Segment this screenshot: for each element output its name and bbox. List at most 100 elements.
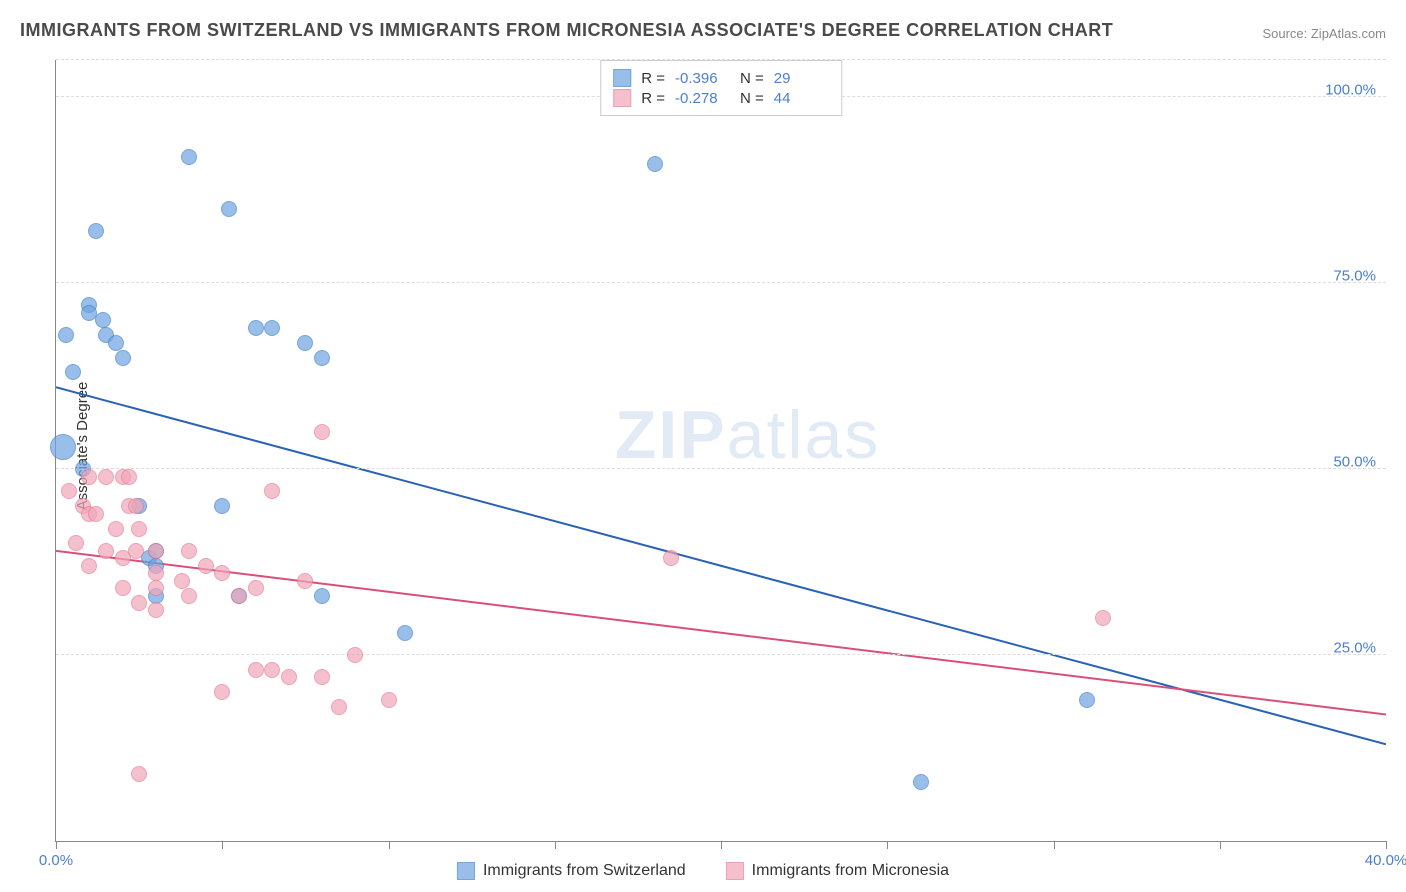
scatter-point xyxy=(397,625,413,641)
scatter-point xyxy=(121,469,137,485)
n-label: N = xyxy=(740,90,764,107)
scatter-point xyxy=(331,699,347,715)
scatter-point xyxy=(198,558,214,574)
scatter-point xyxy=(181,588,197,604)
scatter-point xyxy=(297,335,313,351)
watermark-thin: atlas xyxy=(727,397,881,473)
r-value-1: -0.278 xyxy=(675,90,730,107)
scatter-point xyxy=(148,580,164,596)
scatter-point xyxy=(131,595,147,611)
legend-stats-row: R = -0.278 N = 44 xyxy=(613,89,829,107)
scatter-point xyxy=(281,669,297,685)
x-tick xyxy=(1220,841,1221,849)
scatter-point xyxy=(68,535,84,551)
scatter-point xyxy=(95,312,111,328)
trendline xyxy=(56,551,1386,715)
r-label: R = xyxy=(641,70,665,87)
scatter-point xyxy=(214,498,230,514)
scatter-point xyxy=(264,662,280,678)
n-value-1: 44 xyxy=(774,90,829,107)
scatter-point xyxy=(347,647,363,663)
legend-bottom: Immigrants from Switzerland Immigrants f… xyxy=(457,862,949,880)
x-tick-label: 0.0% xyxy=(39,852,73,869)
x-tick xyxy=(1054,841,1055,849)
x-tick-label: 40.0% xyxy=(1365,852,1406,869)
y-tick-label: 25.0% xyxy=(1333,640,1376,657)
scatter-point xyxy=(131,766,147,782)
scatter-point xyxy=(108,521,124,537)
scatter-point xyxy=(81,469,97,485)
scatter-point xyxy=(148,602,164,618)
gridline-h xyxy=(56,468,1386,469)
scatter-point xyxy=(221,201,237,217)
watermark: ZIPatlas xyxy=(615,396,880,474)
scatter-point xyxy=(381,692,397,708)
scatter-point xyxy=(913,774,929,790)
y-tick-label: 100.0% xyxy=(1325,82,1376,99)
legend-swatch-series-0 xyxy=(613,69,631,87)
scatter-point xyxy=(248,662,264,678)
scatter-point xyxy=(248,580,264,596)
scatter-point xyxy=(61,483,77,499)
source-label: Source: ZipAtlas.com xyxy=(1262,26,1386,41)
scatter-point xyxy=(131,521,147,537)
scatter-point xyxy=(647,156,663,172)
scatter-point xyxy=(663,550,679,566)
scatter-point xyxy=(264,320,280,336)
scatter-point xyxy=(214,565,230,581)
trendline xyxy=(56,387,1386,744)
scatter-point xyxy=(231,588,247,604)
gridline-h xyxy=(56,282,1386,283)
scatter-point xyxy=(214,684,230,700)
legend-item-series-0: Immigrants from Switzerland xyxy=(457,862,686,880)
legend-swatch-series-1 xyxy=(613,89,631,107)
scatter-point xyxy=(297,573,313,589)
scatter-point xyxy=(108,335,124,351)
legend-stats-box: R = -0.396 N = 29 R = -0.278 N = 44 xyxy=(600,60,842,116)
scatter-point xyxy=(248,320,264,336)
x-tick xyxy=(555,841,556,849)
scatter-point xyxy=(98,543,114,559)
scatter-point xyxy=(264,483,280,499)
scatter-point xyxy=(58,327,74,343)
watermark-bold: ZIP xyxy=(615,397,727,473)
x-tick xyxy=(222,841,223,849)
legend-swatch-series-0 xyxy=(457,862,475,880)
scatter-point xyxy=(148,543,164,559)
x-tick xyxy=(56,841,57,849)
scatter-point xyxy=(115,580,131,596)
legend-label-series-0: Immigrants from Switzerland xyxy=(483,862,686,880)
scatter-point xyxy=(50,434,76,460)
legend-stats-row: R = -0.396 N = 29 xyxy=(613,69,829,87)
y-tick-label: 75.0% xyxy=(1333,268,1376,285)
scatter-point xyxy=(1095,610,1111,626)
r-label: R = xyxy=(641,90,665,107)
scatter-point xyxy=(314,669,330,685)
scatter-point xyxy=(174,573,190,589)
y-tick-label: 50.0% xyxy=(1333,454,1376,471)
scatter-point xyxy=(181,543,197,559)
legend-item-series-1: Immigrants from Micronesia xyxy=(726,862,949,880)
n-label: N = xyxy=(740,70,764,87)
trendlines-svg xyxy=(56,60,1386,841)
x-tick xyxy=(721,841,722,849)
scatter-point xyxy=(314,588,330,604)
legend-swatch-series-1 xyxy=(726,862,744,880)
r-value-0: -0.396 xyxy=(675,70,730,87)
gridline-h xyxy=(56,654,1386,655)
scatter-point xyxy=(148,565,164,581)
scatter-point xyxy=(98,469,114,485)
scatter-point xyxy=(128,498,144,514)
chart-plot-area: ZIPatlas R = -0.396 N = 29 R = -0.278 N … xyxy=(55,60,1386,842)
scatter-point xyxy=(314,424,330,440)
scatter-point xyxy=(65,364,81,380)
scatter-point xyxy=(314,350,330,366)
scatter-point xyxy=(128,543,144,559)
x-tick xyxy=(389,841,390,849)
scatter-point xyxy=(88,223,104,239)
legend-label-series-1: Immigrants from Micronesia xyxy=(752,862,949,880)
scatter-point xyxy=(115,350,131,366)
x-tick xyxy=(887,841,888,849)
chart-title: IMMIGRANTS FROM SWITZERLAND VS IMMIGRANT… xyxy=(20,20,1113,41)
scatter-point xyxy=(181,149,197,165)
